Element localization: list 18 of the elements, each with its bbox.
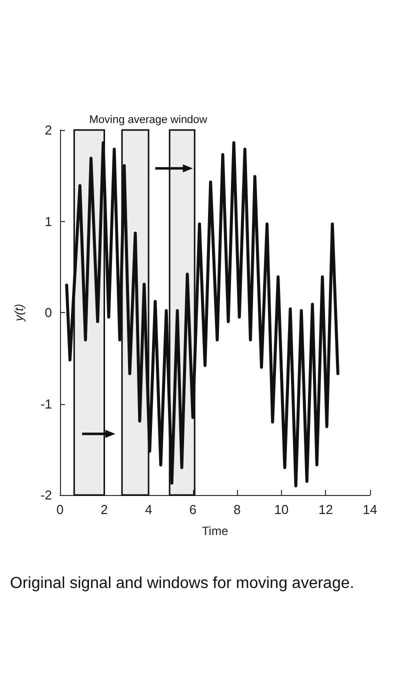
band-label: Moving average window [89, 114, 208, 126]
x-tick-label: 6 [189, 502, 196, 517]
y-tick-label: -1 [40, 396, 52, 412]
x-axis-title: Time [202, 524, 228, 538]
x-tick-label: 4 [144, 502, 152, 517]
x-tick-label: 0 [56, 502, 64, 517]
x-tick-label: 10 [274, 502, 289, 517]
y-tick-label: 0 [44, 305, 52, 320]
y-tick-label: 2 [44, 122, 52, 138]
x-tick-label: 12 [318, 502, 333, 517]
line-series [65, 141, 340, 488]
x-tick-label: 2 [100, 502, 108, 517]
x-tick-label: 8 [234, 502, 241, 517]
y-tick-label: -2 [40, 488, 52, 502]
y-axis-title: y(t) [12, 304, 26, 322]
text: Original signal and windows for moving average. [10, 575, 356, 593]
y-tick-label: 1 [44, 214, 52, 229]
x-tick-label: 14 [362, 502, 378, 517]
